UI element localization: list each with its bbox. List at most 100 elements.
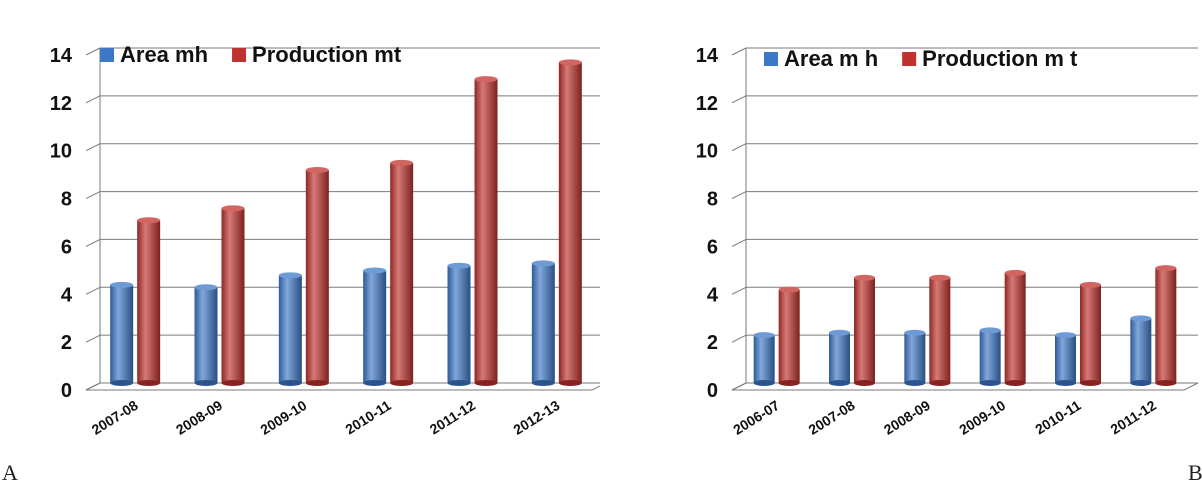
x-tick-label: 2011-12 [1108,397,1160,437]
bar-base [753,380,775,386]
gridline-depth [85,95,101,104]
bar-body [447,265,471,383]
bar-base [1155,380,1177,386]
bar [753,332,775,386]
y-tick-label: 12 [696,93,718,115]
bar-body [979,330,1001,383]
bar-base [1055,380,1076,386]
bar-base [904,380,926,386]
bar [531,260,555,386]
gridline-depth [731,47,747,56]
y-tick-label: 2 [61,332,72,354]
bar-base [778,380,800,386]
bar [1130,315,1152,386]
y-tick-label: 14 [50,45,73,67]
bar-top [854,274,875,281]
bar-body [305,170,329,383]
bar-body [474,79,498,383]
bar-top [390,159,414,166]
bar-base [305,380,329,386]
bar-body [221,208,245,383]
bar-top [363,267,387,274]
bar-top [904,329,926,336]
bar-base [447,380,471,386]
bar [1080,281,1101,386]
bar-top [221,205,245,212]
bar-base [110,380,134,386]
bar-base [854,380,875,386]
legend-label: Production mt [252,42,402,67]
bar-base [363,380,387,386]
panel-letter-b: B [1188,460,1202,485]
bar-body [558,62,582,383]
chart-floor [85,382,600,391]
bar-body [363,270,387,383]
bar-top [1080,281,1101,288]
bar-top [829,329,850,336]
bar-body [778,289,800,383]
gridline-depth [85,334,101,343]
bar-base [829,380,850,386]
bar-top [778,286,800,293]
bar-base [929,380,951,386]
chart-a: 0 2 4 6 8 10 12 14 2007-08 2008-09 2009-10 2010-11 2… [50,42,600,438]
bar-base [1130,380,1152,386]
y-tick-label: 10 [696,141,718,163]
bar-top [558,59,582,66]
bar [221,205,245,386]
bar [305,167,329,386]
bar-top [531,260,555,267]
bar [778,286,800,386]
bar-body [854,277,875,383]
gridline-depth [731,238,747,247]
legend-label: Production m t [922,46,1078,71]
bar-top [278,272,302,279]
y-tick-label: 6 [707,236,718,258]
legend-swatch [100,48,114,62]
bar [829,329,850,386]
y-tick-label: 14 [696,45,719,67]
y-tick-label: 6 [61,236,72,258]
gridline-depth [731,286,747,295]
y-tick-label: 0 [707,380,718,402]
x-tick-label: 2009-10 [956,397,1008,438]
bar-top [1130,315,1152,322]
bar-top [194,284,218,291]
bar [558,59,582,386]
bar-body [390,162,414,383]
bar-base [474,380,498,386]
x-tick-label: 2007-08 [806,397,858,438]
y-tick-label: 8 [707,189,718,211]
panel-letter-a: A [2,460,18,485]
bar-body [1080,284,1101,383]
bar [363,267,387,386]
x-tick-label: 2006-07 [730,397,782,438]
bar-body [194,287,218,383]
legend-label: Area m h [784,46,878,71]
bar-body [1055,335,1076,383]
chart-floor [731,382,1199,391]
x-tick-label: 2007-08 [89,397,141,438]
y-tick-label: 10 [50,141,72,163]
gridline-depth [85,238,101,247]
bar [1004,269,1026,386]
y-tick-label: 4 [61,284,73,306]
bar-top [1055,332,1076,339]
bar-base [194,380,218,386]
bar [278,272,302,386]
gridline-depth [731,334,747,343]
y-tick-label: 12 [50,93,72,115]
bar-base [1004,380,1026,386]
bar [1155,265,1177,386]
bar-body [1130,318,1152,383]
bar-base [221,380,245,386]
y-tick-label: 8 [61,189,72,211]
bar [110,281,134,386]
gridline-depth [85,286,101,295]
bar [390,159,414,386]
bar [929,274,951,386]
bar-top [305,167,329,174]
bar-base [531,380,555,386]
y-tick-label: 2 [707,332,718,354]
